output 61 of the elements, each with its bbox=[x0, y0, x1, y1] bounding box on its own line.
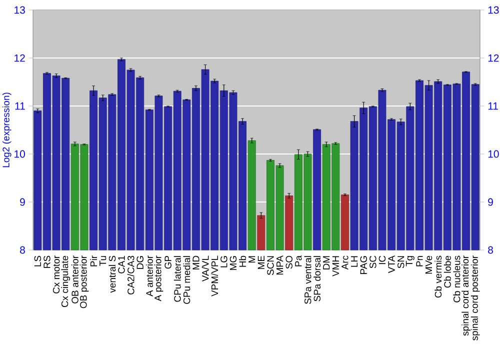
x-tick-label: CA2/CA3 bbox=[127, 256, 134, 294]
y2-tick-label: 10 bbox=[488, 150, 499, 158]
x-tick-label: CA1 bbox=[118, 256, 125, 274]
x-tick-label: LH bbox=[351, 256, 358, 267]
x-tick-label: Cb nucleus bbox=[453, 256, 460, 302]
y2-tick-label: 12 bbox=[488, 54, 499, 62]
x-tick-label: VMH bbox=[332, 256, 339, 276]
y-tick-label: 8 bbox=[20, 246, 25, 254]
x-tick-label: Arc bbox=[342, 256, 348, 270]
y-tick-label: 13 bbox=[14, 6, 25, 14]
y-axis-title: Log2 (expression) bbox=[2, 92, 12, 168]
x-tick-label: LG bbox=[220, 256, 228, 268]
y2-tick-label: 11 bbox=[488, 102, 498, 110]
x-tick-label: A anterior bbox=[146, 256, 153, 296]
x-tick-label: OB anterior bbox=[71, 256, 78, 304]
y-tick-label: 11 bbox=[15, 102, 25, 110]
y-tick-label: 12 bbox=[14, 54, 25, 62]
x-tick-label: spinal cord anterior bbox=[462, 256, 470, 336]
x-tick-label: Pn bbox=[416, 256, 423, 266]
x-tick-label: Cx motor bbox=[52, 256, 60, 294]
x-tick-label: ME bbox=[258, 256, 264, 269]
x-tick-label: VPM/VPL bbox=[211, 256, 218, 296]
x-tick-label: MG bbox=[230, 256, 237, 270]
y-tick-label: 10 bbox=[14, 150, 25, 158]
x-tick-label: SCN bbox=[267, 256, 274, 275]
y2-tick-label: 13 bbox=[488, 6, 499, 14]
x-tick-label: Cb lobe bbox=[444, 256, 451, 288]
x-tick-label: DM bbox=[323, 256, 330, 270]
x-tick-label: SPa ventral bbox=[304, 256, 312, 304]
x-tick-label: Pir bbox=[90, 256, 97, 266]
x-tick-label: OB posterior bbox=[80, 256, 89, 308]
x-tick-label: ventral S bbox=[108, 256, 116, 293]
x-tick-label: Pa bbox=[295, 255, 302, 266]
x-tick-label: Cb vermis bbox=[434, 256, 442, 298]
x-tick-label: Tu bbox=[100, 256, 106, 266]
x-tick-label: LS bbox=[34, 256, 42, 266]
x-tick-label: MD bbox=[192, 256, 200, 270]
x-tick-label: CPu lateral bbox=[174, 256, 181, 302]
y2-tick-label: 9 bbox=[488, 198, 493, 206]
x-tick-label: A posterior bbox=[154, 256, 164, 302]
y2-tick-label: 8 bbox=[488, 246, 493, 254]
x-tick-label: SO bbox=[286, 256, 292, 269]
x-tick-label: RS bbox=[44, 256, 50, 268]
x-tick-label: VA/VL bbox=[202, 256, 209, 282]
x-tick-label: SPa dorsal bbox=[314, 256, 321, 302]
x-tick-label: MVe bbox=[425, 256, 432, 274]
x-tick-label: Cx cingulate bbox=[61, 256, 70, 308]
x-tick-label: VTA bbox=[388, 255, 395, 274]
x-tick-label: MPA bbox=[276, 255, 284, 274]
x-tick-label: Hb bbox=[239, 256, 246, 267]
x-tick-label: PAG bbox=[360, 256, 367, 274]
x-tick-label: M bbox=[248, 256, 256, 263]
x-tick-label: SC bbox=[370, 256, 376, 268]
x-tick-label: GP bbox=[164, 256, 172, 269]
x-tick-label: CPu medial bbox=[183, 256, 190, 304]
y-tick-label: 9 bbox=[20, 198, 25, 206]
x-tick-label: Tg bbox=[406, 256, 414, 266]
x-tick-label: SN bbox=[398, 256, 404, 268]
x-tick-label: IC bbox=[378, 256, 386, 264]
x-tick-label: DG bbox=[136, 256, 144, 269]
x-tick-label: spinal cord posterior bbox=[470, 256, 480, 340]
